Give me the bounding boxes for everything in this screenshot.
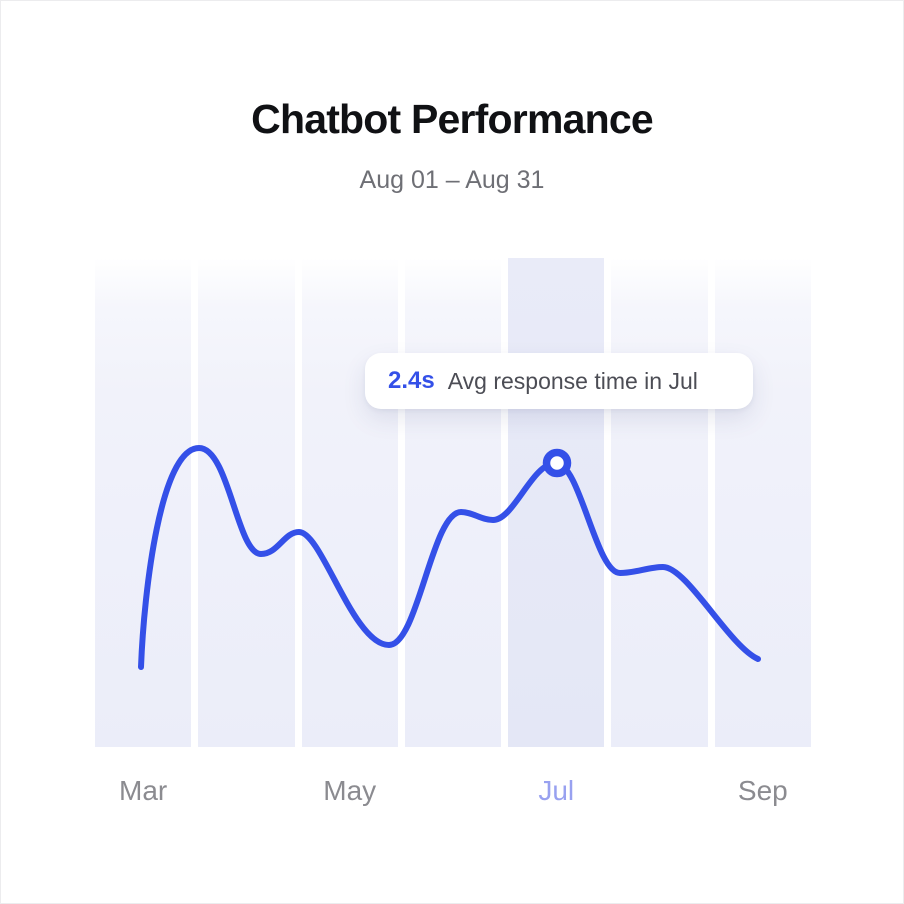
tooltip-label: Avg response time in Jul [447, 367, 698, 394]
tooltip-value: 2.4s [388, 367, 435, 394]
month-band [95, 258, 192, 747]
jul-data-point-marker[interactable] [542, 448, 572, 478]
month-band [404, 258, 502, 747]
x-axis-label-may: May [323, 775, 377, 806]
x-axis-label-empty [405, 771, 501, 811]
x-axis-label-empty [198, 771, 294, 811]
tooltip: 2.4s Avg response time in Jul [365, 353, 753, 409]
x-axis-label-mar: Mar [119, 775, 168, 806]
x-axis-labels: Mar May Jul Sep [95, 771, 811, 811]
month-bands [95, 258, 811, 747]
page-title: Chatbot Performance [251, 96, 654, 142]
month-band [611, 258, 708, 747]
month-band [198, 258, 295, 747]
month-band [301, 258, 398, 747]
x-axis-label-sep: Sep [737, 775, 788, 806]
month-band [714, 258, 811, 747]
date-range-subtitle: Aug 01 – Aug 31 [359, 166, 545, 194]
line-chart [95, 258, 811, 747]
x-axis-label-jul: Jul [538, 775, 575, 806]
month-band-highlighted [508, 258, 605, 747]
x-axis-label-empty [611, 771, 707, 811]
